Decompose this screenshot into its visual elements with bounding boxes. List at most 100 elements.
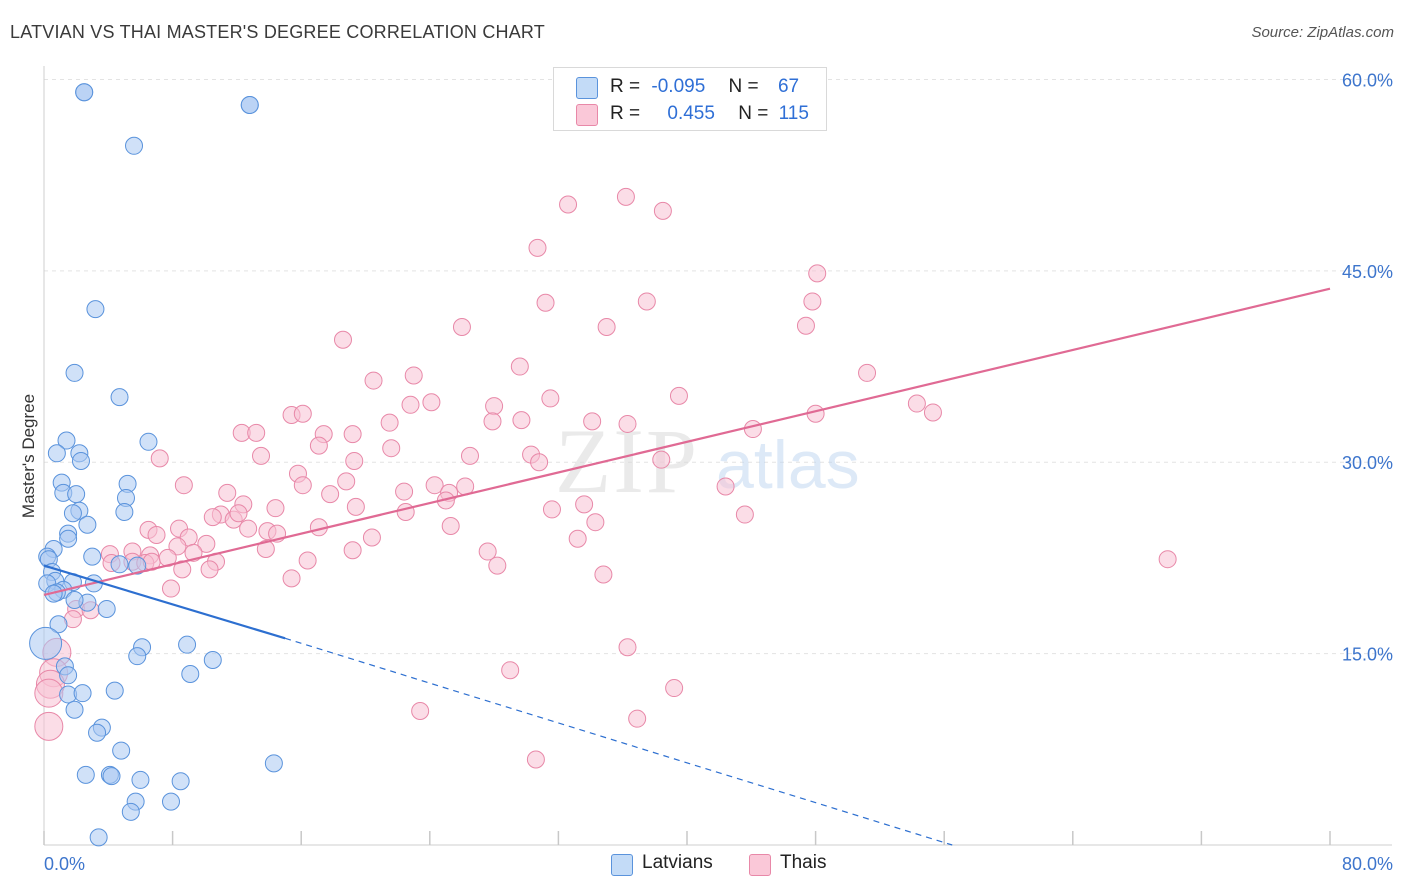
latvian-trend-line [43, 564, 286, 640]
thai-point [247, 423, 266, 442]
thai-point [293, 476, 312, 495]
thai-point [665, 679, 684, 698]
thai-point [239, 519, 258, 538]
latvian-point [86, 300, 105, 319]
tick-labels: 15.0% 30.0% 45.0% 60.0% 0.0% 80.0% [44, 70, 1393, 874]
y-tick-label: 45.0% [1342, 262, 1393, 282]
thai-point [364, 371, 383, 390]
legend-swatch-latvians [576, 77, 598, 99]
thai-point [583, 412, 602, 431]
bottom-label-latvians: Latvians [642, 852, 713, 873]
thai-point [380, 413, 399, 432]
latvian-point [110, 388, 129, 407]
thai-point [441, 517, 460, 536]
thai-point [735, 505, 754, 524]
thai-point [808, 264, 827, 283]
thai-point [200, 560, 219, 579]
thai-point [337, 472, 356, 491]
thai-point [422, 393, 441, 412]
thai-point [541, 389, 560, 408]
thai-point [161, 579, 180, 598]
legend-n-value: 67 [777, 76, 800, 97]
thai-point [488, 556, 507, 575]
thai-point [528, 238, 547, 257]
latvian-trend-extension [284, 637, 953, 846]
thai-point [483, 412, 502, 431]
latvian-point [67, 485, 86, 504]
y-tick-label: 15.0% [1342, 645, 1393, 665]
thai-point [907, 394, 926, 413]
thai-point [168, 537, 187, 556]
thai-point [309, 436, 328, 455]
thai-point [669, 386, 688, 405]
thai-point [460, 446, 479, 465]
watermark-atlas: atlas [716, 427, 860, 503]
latvian-point [88, 723, 107, 742]
thai-point [218, 483, 237, 502]
thai-point [594, 565, 613, 584]
thai-point [345, 451, 364, 470]
thai-point [803, 292, 822, 311]
thai-point [530, 453, 549, 472]
thai-point [395, 482, 414, 501]
thai-point [396, 502, 415, 521]
thai-point [526, 750, 545, 769]
legend-n-value: 115 [778, 103, 809, 124]
thai-point [452, 317, 471, 336]
y-tick-label: 60.0% [1342, 70, 1393, 90]
latvian-point [131, 770, 150, 789]
legend-r-value: -0.095 [651, 76, 706, 97]
latvian-point [65, 363, 84, 382]
latvian-point [161, 792, 180, 811]
latvian-point [83, 547, 102, 566]
thai-point [282, 569, 301, 588]
thai-point [597, 317, 616, 336]
latvian-point [29, 626, 63, 660]
thai-point [716, 477, 735, 496]
latvian-point [121, 802, 140, 821]
thai-point [343, 541, 362, 560]
y-tick-label: 30.0% [1342, 453, 1393, 473]
latvian-point [78, 515, 97, 534]
bottom-swatch-latvians [611, 854, 633, 876]
correlation-legend: R = -0.095 N = 67 R = 0.455 N = 115 [553, 67, 827, 131]
source-label: Source: ZipAtlas.com [1251, 24, 1394, 41]
bottom-swatch-thais [749, 854, 771, 876]
thai-point [653, 201, 672, 220]
legend-n-label: N = [738, 103, 769, 124]
y-axis-label: Master's Degree [19, 394, 38, 518]
latvian-point [139, 432, 158, 451]
thai-point [628, 709, 647, 728]
thai-point [382, 439, 401, 458]
latvian-point [110, 555, 129, 574]
latvian-point [76, 765, 95, 784]
thai-point [147, 525, 166, 544]
x-tick-label: 0.0% [44, 854, 85, 874]
thai-point [652, 450, 671, 469]
x-tick-label: 80.0% [1342, 854, 1393, 874]
legend-r-label: R = [610, 103, 641, 124]
thai-point [411, 702, 430, 721]
thai-point [796, 316, 815, 335]
thai-point [618, 638, 637, 657]
latvian-point [128, 556, 147, 575]
latvian-point [125, 136, 144, 155]
thai-point [229, 504, 248, 523]
thai-point [618, 414, 637, 433]
thai-point [743, 420, 762, 439]
thai-point [542, 500, 561, 519]
thai-point [150, 449, 169, 468]
thai-point [266, 499, 285, 518]
latvian-point [97, 599, 116, 618]
latvian-point [181, 665, 200, 684]
bottom-label-thais: Thais [780, 852, 827, 873]
thai-point [184, 543, 203, 562]
thai-point [425, 476, 444, 495]
legend-n-label: N = [728, 76, 759, 97]
thai-point [333, 330, 352, 349]
thai-point [298, 551, 317, 570]
thai-point [510, 357, 529, 376]
latvian-point [65, 591, 84, 610]
thai-point [559, 195, 578, 214]
